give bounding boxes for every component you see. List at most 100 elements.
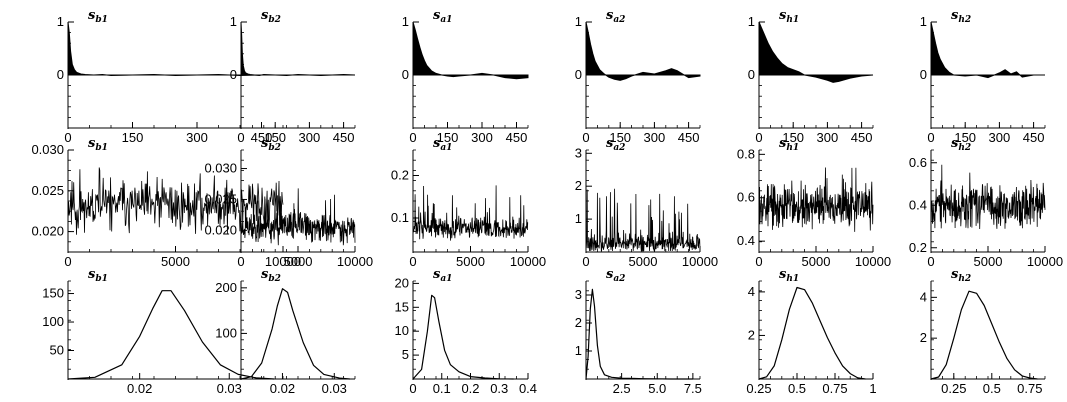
x-tick-label: 0 <box>582 254 589 269</box>
x-tick-label: 0 <box>755 130 762 145</box>
x-tick-label: 450 <box>678 130 700 145</box>
panel-3-5: 0.25 0.5 0.75 1 2 4 sh1 <box>746 267 876 396</box>
trace-line <box>930 164 1046 230</box>
x-tick-label: 450 <box>851 130 873 145</box>
x-tick-label: 0 <box>409 381 416 396</box>
x-tick-label: 300 <box>299 130 321 145</box>
y-tick-label: 0 <box>402 67 409 82</box>
trace-line <box>67 167 284 235</box>
panel-title: sb2 <box>261 136 281 153</box>
y-tick-label: 100 <box>42 314 64 329</box>
panel-1-5: 0 150 300 450 0 1 sh1 <box>748 8 874 145</box>
panel-title: sa1 <box>433 267 452 284</box>
x-tick-label: 0.1 <box>433 381 451 396</box>
x-tick-label: 0.75 <box>822 381 847 396</box>
x-tick-label: 450 <box>1023 130 1045 145</box>
density-curve <box>240 288 350 380</box>
x-tick-label: 450 <box>506 130 528 145</box>
panel-title: sh2 <box>951 8 971 25</box>
panel-3-2: 0.02 0.03 100 200 sb2 <box>215 267 356 396</box>
y-tick-label: 50 <box>50 343 64 358</box>
x-tick-label: 10000 <box>682 254 718 269</box>
panel-1-6: 0 150 300 450 0 1 sh2 <box>920 8 1046 145</box>
x-tick-label: 0 <box>64 254 71 269</box>
y-tick-label: 0.025 <box>204 191 237 206</box>
y-tick-label: 0.030 <box>31 142 64 157</box>
x-tick-label: 5000 <box>161 254 190 269</box>
density-curve <box>67 290 275 380</box>
x-tick-label: 0 <box>409 130 416 145</box>
y-tick-label: 0 <box>57 67 64 82</box>
acf-area <box>758 21 874 83</box>
panel-title: sa2 <box>606 136 625 153</box>
acf-area <box>930 21 1045 79</box>
panel-title: sh1 <box>779 267 799 284</box>
y-tick-label: 0 <box>230 67 237 82</box>
y-tick-label: 0.4 <box>909 197 927 212</box>
panel-title: sb1 <box>88 8 108 25</box>
trace-line <box>412 185 529 241</box>
x-tick-label: 150 <box>782 130 804 145</box>
x-tick-label: 300 <box>989 130 1011 145</box>
panel-3-3: 0 0.1 0.2 0.3 0.4 5 10 15 20 sa1 <box>395 267 538 396</box>
y-tick-label: 1 <box>575 211 582 226</box>
panel-title: sh1 <box>779 8 799 25</box>
panel-title: sb1 <box>88 136 108 153</box>
x-tick-label: 5000 <box>974 254 1003 269</box>
x-tick-label: 10000 <box>265 254 301 269</box>
x-tick-label: 150 <box>264 130 286 145</box>
y-tick-label: 5 <box>402 347 409 362</box>
x-tick-label: 5000 <box>629 254 658 269</box>
y-tick-label: 0.2 <box>391 168 409 183</box>
x-tick-label: 5000 <box>456 254 485 269</box>
y-tick-label: 0.8 <box>737 146 755 161</box>
panel-3-4: 2.5 5.0 7.5 1 2 3 sa2 <box>575 267 702 396</box>
x-tick-label: 7.5 <box>684 381 702 396</box>
x-tick-label: 0 <box>582 130 589 145</box>
acf-area <box>412 21 529 80</box>
panel-3-1: 0.02 0.03 50 100 150 sb1 <box>42 267 284 396</box>
y-tick-label: 0.020 <box>204 222 237 237</box>
panel-1-1: 0 150 300 450 0 1 sb1 <box>57 8 284 145</box>
x-tick-label: 0 <box>64 130 71 145</box>
x-tick-label: 10000 <box>510 254 546 269</box>
x-tick-label: 0 <box>927 254 934 269</box>
x-tick-label: 150 <box>437 130 459 145</box>
x-tick-label: 300 <box>471 130 493 145</box>
x-tick-label: 0.5 <box>983 381 1001 396</box>
x-tick-label: 5000 <box>284 254 313 269</box>
x-tick-label: 0 <box>237 130 244 145</box>
acf-area <box>67 21 283 77</box>
y-tick-label: 1 <box>402 14 409 29</box>
x-tick-label: 150 <box>122 130 144 145</box>
panel-title: sh2 <box>951 267 971 284</box>
y-tick-label: 0.2 <box>909 240 927 255</box>
y-tick-label: 2 <box>575 178 582 193</box>
x-tick-label: 0.25 <box>941 381 966 396</box>
x-tick-label: 0.03 <box>217 381 242 396</box>
x-tick-label: 0.25 <box>746 381 771 396</box>
panel-title: sa1 <box>433 8 452 25</box>
x-tick-label: 300 <box>817 130 839 145</box>
density-curve <box>930 290 1038 380</box>
panel-title: sa2 <box>606 8 625 25</box>
trace-line <box>758 167 874 232</box>
x-tick-label: 450 <box>333 130 355 145</box>
x-tick-label: 0.02 <box>270 381 295 396</box>
y-tick-label: 15 <box>395 299 409 314</box>
x-tick-label: 5.0 <box>648 381 666 396</box>
x-tick-label: 0 <box>755 254 762 269</box>
y-tick-label: 0.025 <box>31 183 64 198</box>
panel-1-3: 0 150 300 450 0 1 sa1 <box>402 8 529 145</box>
density-curve <box>585 288 693 380</box>
y-tick-label: 1 <box>230 14 237 29</box>
y-tick-label: 0.6 <box>909 155 927 170</box>
y-tick-label: 1 <box>575 14 582 29</box>
x-tick-label: 150 <box>954 130 976 145</box>
panel-3-6: 0.25 0.5 0.75 2 4 sh2 <box>920 267 1046 396</box>
x-tick-label: 150 <box>609 130 631 145</box>
x-tick-label: 0.5 <box>788 381 806 396</box>
x-tick-label: 300 <box>186 130 208 145</box>
